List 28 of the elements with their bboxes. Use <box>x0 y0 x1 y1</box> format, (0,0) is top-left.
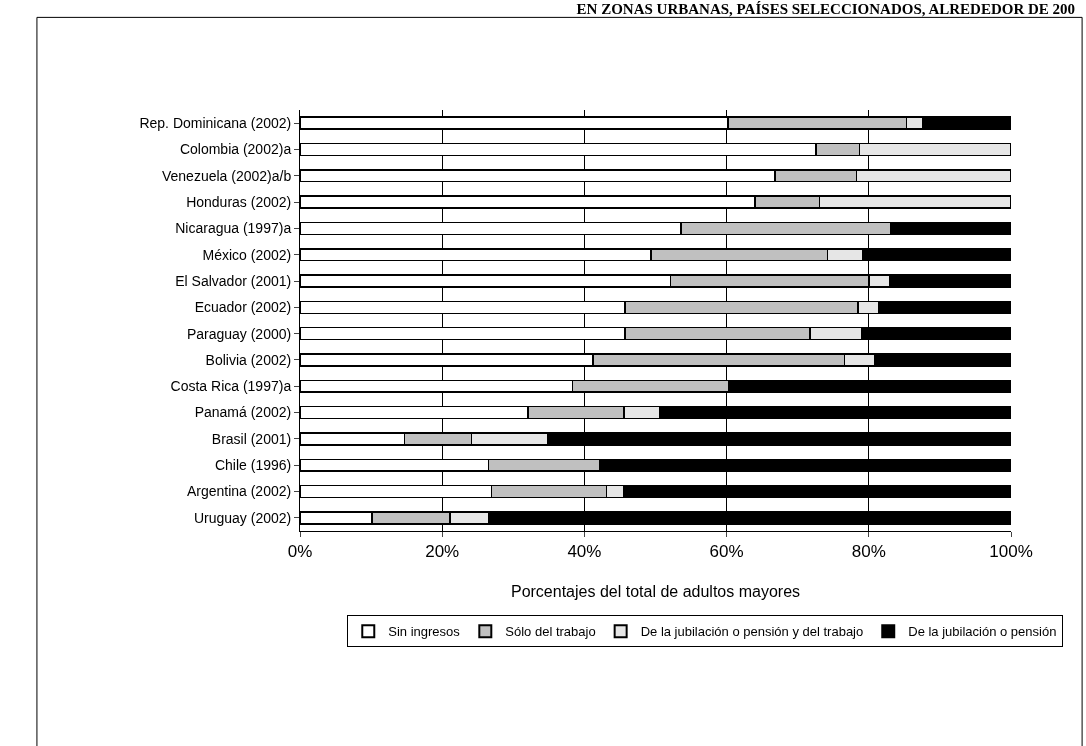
legend-label: Sólo del trabajo <box>505 624 596 640</box>
y-tick-label: Costa Rica (1997)a <box>170 378 292 395</box>
y-tick-label: Uruguay (2002) <box>193 509 292 526</box>
legend-label: Sin ingresos <box>388 624 461 640</box>
x-tick-label: 80% <box>851 542 886 562</box>
x-tick-label: 40% <box>567 542 602 562</box>
y-tick-label: México (2002) <box>202 246 292 263</box>
y-tick-label: Panamá (2002) <box>194 404 292 421</box>
y-tick-label: Chile (1996) <box>214 457 292 474</box>
y-tick-label: Venezuela (2002)a/b <box>161 167 292 184</box>
x-tick-label: 100% <box>989 542 1033 562</box>
y-tick-label: Brasil (2001) <box>211 430 292 447</box>
x-tick-label: 60% <box>709 542 744 562</box>
y-tick-label: Paraguay (2000) <box>186 325 292 342</box>
y-tick-label: Nicaragua (1997)a <box>175 220 292 237</box>
legend-label: De la jubilación o pensión y del trabajo <box>640 624 864 640</box>
x-axis-title: Porcentajes del total de adultos mayores <box>510 583 801 601</box>
y-tick-label: Honduras (2002) <box>186 193 292 210</box>
legend-label: De la jubilación o pensión <box>908 624 1057 640</box>
x-tick-label: 20% <box>425 542 460 562</box>
y-tick-label: Argentina (2002) <box>186 483 292 500</box>
chart-title: EN ZONAS URBANAS, PAÍSES SELECCIONADOS, ALREDEDOR DE 200 <box>576 1 1076 18</box>
y-tick-label: Ecuador (2002) <box>194 299 292 316</box>
y-tick-label: Colombia (2002)a <box>179 141 292 158</box>
y-tick-label: El Salvador (2001) <box>175 272 292 289</box>
y-tick-label: Rep. Dominicana (2002) <box>139 115 292 132</box>
x-tick-label: 0% <box>287 542 313 562</box>
y-tick-label: Bolivia (2002) <box>205 351 292 368</box>
